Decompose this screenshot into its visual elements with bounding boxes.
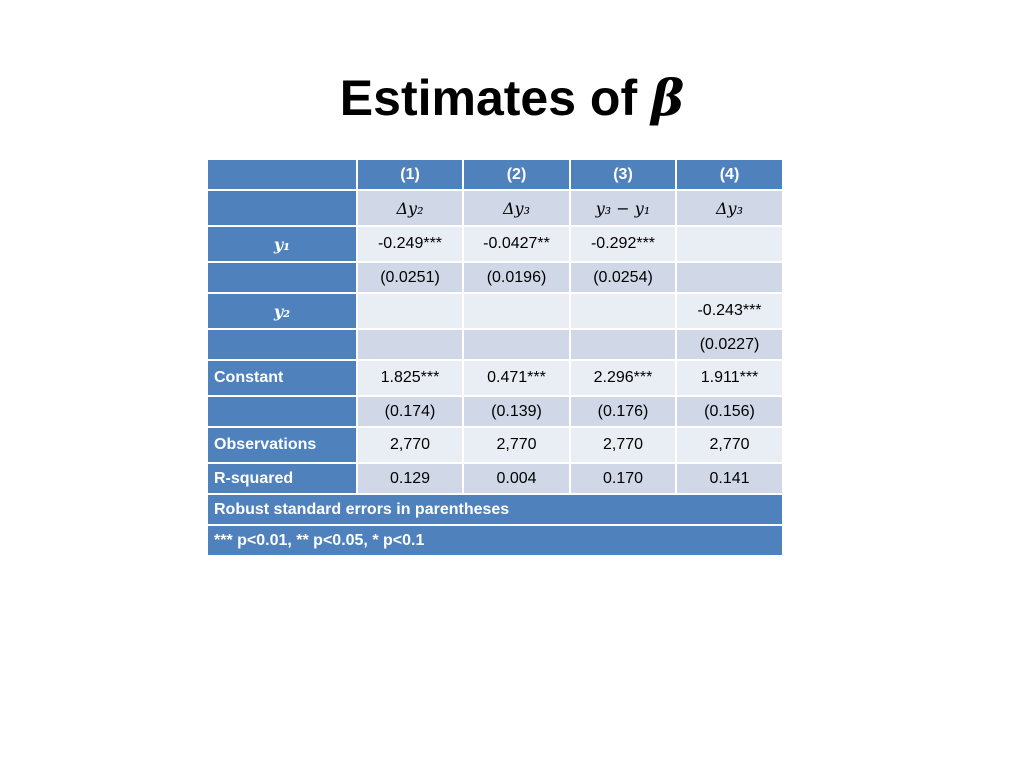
row-label: y₁ — [206, 225, 358, 263]
table-cell: 2,770 — [356, 426, 464, 464]
slide-title-text: Estimates of — [339, 70, 651, 126]
table-row: Constant 1.825*** 0.471*** 2.296*** 1.91… — [206, 359, 784, 397]
table-cell: -0.249*** — [356, 225, 464, 263]
row-label: Constant — [206, 359, 358, 397]
table-cell: 0.170 — [569, 462, 677, 495]
table-cell: -0.0427** — [462, 225, 571, 263]
table-cell: -0.292*** — [569, 225, 677, 263]
table-row: (0.174) (0.139) (0.176) (0.156) — [206, 395, 784, 428]
table-cell: (0.174) — [356, 395, 464, 428]
table-cell: 2,770 — [675, 426, 784, 464]
table-note: Robust standard errors in parentheses — [206, 493, 784, 526]
table-cell: (0.0251) — [356, 261, 464, 294]
regression-table: (1) (2) (3) (4) Δy₂ Δy₃ y₃ − y₁ Δy₃ y₁ -… — [206, 158, 784, 557]
column-number-row: (1) (2) (3) (4) — [206, 158, 784, 191]
row-label-empty — [206, 189, 358, 227]
column-number: (1) — [356, 158, 464, 191]
table-row: y₁ -0.249*** -0.0427** -0.292*** — [206, 225, 784, 263]
row-label: y₂ — [206, 292, 358, 330]
table-cell — [569, 328, 677, 361]
table-cell — [569, 292, 677, 330]
table-cell: 2,770 — [462, 426, 571, 464]
dependent-variable: Δy₂ — [356, 189, 464, 227]
table-cell: -0.243*** — [675, 292, 784, 330]
table-row: Observations 2,770 2,770 2,770 2,770 — [206, 426, 784, 464]
table-row: y₂ -0.243*** — [206, 292, 784, 330]
table-cell: 0.471*** — [462, 359, 571, 397]
column-number: (2) — [462, 158, 571, 191]
row-label: R-squared — [206, 462, 358, 495]
table-cell: 0.129 — [356, 462, 464, 495]
table-cell: (0.0196) — [462, 261, 571, 294]
dependent-variable: Δy₃ — [675, 189, 784, 227]
table-cell — [675, 225, 784, 263]
slide-title: Estimates of β — [0, 62, 1024, 134]
dependent-variable: Δy₃ — [462, 189, 571, 227]
row-label: Observations — [206, 426, 358, 464]
table-cell — [462, 328, 571, 361]
table-row: R-squared 0.129 0.004 0.170 0.141 — [206, 462, 784, 495]
table-cell: 2,770 — [569, 426, 677, 464]
table-cell — [462, 292, 571, 330]
row-label — [206, 261, 358, 294]
table-cell — [675, 261, 784, 294]
row-label — [206, 328, 358, 361]
table-row: (0.0227) — [206, 328, 784, 361]
table-cell: 1.825*** — [356, 359, 464, 397]
table-note: *** p<0.01, ** p<0.05, * p<0.1 — [206, 524, 784, 557]
table-cell: (0.139) — [462, 395, 571, 428]
table-cell: 0.004 — [462, 462, 571, 495]
table-cell: (0.0254) — [569, 261, 677, 294]
table-cell: 0.141 — [675, 462, 784, 495]
table-row: (0.0251) (0.0196) (0.0254) — [206, 261, 784, 294]
table-cell — [356, 328, 464, 361]
table-cell: (0.0227) — [675, 328, 784, 361]
row-label — [206, 395, 358, 428]
table-cell: 2.296*** — [569, 359, 677, 397]
table-cell — [356, 292, 464, 330]
table-note-row: *** p<0.01, ** p<0.05, * p<0.1 — [206, 524, 784, 557]
column-number: (3) — [569, 158, 677, 191]
table-note-row: Robust standard errors in parentheses — [206, 493, 784, 526]
dependent-variable-row: Δy₂ Δy₃ y₃ − y₁ Δy₃ — [206, 189, 784, 227]
beta-symbol: β — [651, 68, 685, 127]
table-cell: 1.911*** — [675, 359, 784, 397]
table-cell: (0.156) — [675, 395, 784, 428]
header-corner-cell — [206, 158, 358, 191]
table-cell: (0.176) — [569, 395, 677, 428]
dependent-variable: y₃ − y₁ — [569, 189, 677, 227]
column-number: (4) — [675, 158, 784, 191]
regression-table-container: (1) (2) (3) (4) Δy₂ Δy₃ y₃ − y₁ Δy₃ y₁ -… — [206, 158, 784, 557]
